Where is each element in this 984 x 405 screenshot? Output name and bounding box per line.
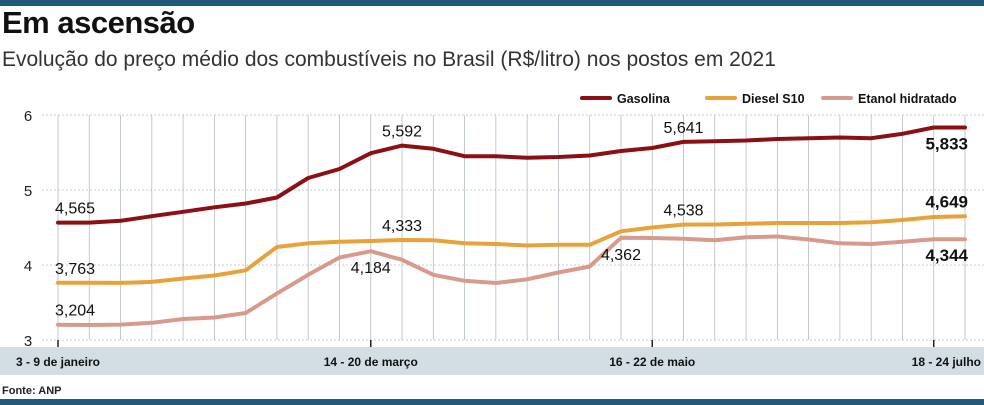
series-line-etanol bbox=[56, 234, 967, 327]
x-tick-label: 16 - 22 de maio bbox=[609, 355, 695, 369]
legend: Gasolina Diesel S10 Etanol hidratado bbox=[580, 92, 957, 106]
y-axis: 3 4 5 6 bbox=[24, 108, 32, 350]
legend-label-etanol: Etanol hidratado bbox=[858, 92, 957, 106]
y-tick-label: 6 bbox=[24, 108, 32, 125]
data-label-etanol: 3,204 bbox=[55, 303, 95, 320]
data-label-gasolina: 4,565 bbox=[55, 201, 95, 218]
y-tick-label: 4 bbox=[24, 258, 32, 275]
data-label-diesel: 3,763 bbox=[55, 261, 95, 278]
data-label-diesel: 4,649 bbox=[925, 192, 968, 211]
chart-title: Em ascensão bbox=[2, 5, 195, 40]
y-tick-label: 5 bbox=[24, 183, 32, 200]
chart-subtitle: Evolução do preço médio dos combustíveis… bbox=[2, 48, 776, 71]
data-label-diesel: 4,538 bbox=[663, 203, 703, 220]
x-tick-label: 14 - 20 de março bbox=[324, 355, 418, 369]
series-line-diesel bbox=[56, 214, 967, 285]
series bbox=[56, 125, 967, 327]
data-label-gasolina: 5,641 bbox=[663, 120, 703, 137]
data-labels: 4,565 5,592 5,641 5,833 3,763 4,333 4,538 4,649… bbox=[55, 120, 969, 320]
y-tick-label: 3 bbox=[24, 333, 32, 350]
bottom-frame-bar bbox=[0, 399, 984, 405]
x-axis-band bbox=[0, 347, 984, 375]
legend-label-gasolina: Gasolina bbox=[617, 92, 671, 106]
data-label-etanol: 4,362 bbox=[601, 247, 641, 264]
data-label-diesel: 4,333 bbox=[382, 218, 422, 235]
x-tick-label: 18 - 24 julho bbox=[912, 355, 981, 369]
legend-label-diesel: Diesel S10 bbox=[742, 92, 805, 106]
data-label-etanol: 4,344 bbox=[925, 246, 968, 265]
data-label-etanol: 4,184 bbox=[351, 260, 391, 277]
top-frame-bar bbox=[0, 0, 984, 6]
series-line-gasolina bbox=[56, 125, 967, 225]
grid bbox=[42, 114, 984, 341]
data-label-gasolina: 5,592 bbox=[382, 124, 422, 141]
x-tick-label: 3 - 9 de janeiro bbox=[16, 355, 100, 369]
source-note: Fonte: ANP bbox=[2, 385, 62, 397]
data-label-gasolina: 5,833 bbox=[925, 135, 968, 154]
x-axis: 3 - 9 de janeiro 14 - 20 de março 16 - 22 … bbox=[16, 340, 981, 369]
